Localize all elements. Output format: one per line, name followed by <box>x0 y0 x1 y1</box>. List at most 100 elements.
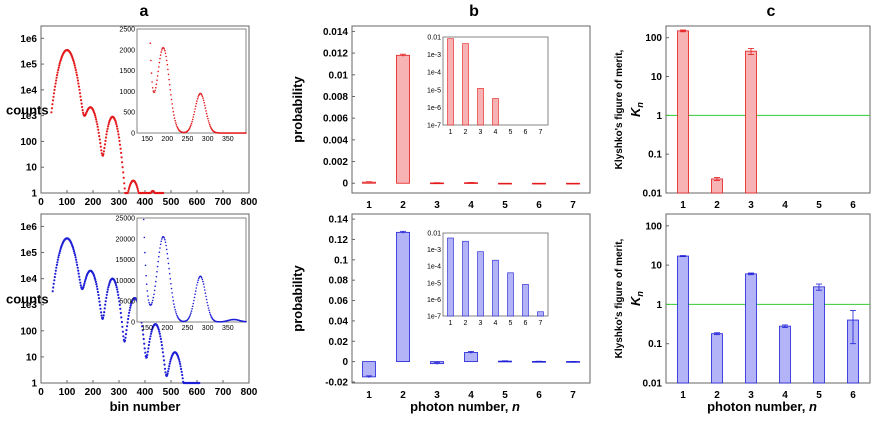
a_top-xtick-3: 300 <box>111 197 128 208</box>
a_top-inset-point <box>208 123 211 126</box>
a_bottom-inset-point <box>204 289 206 291</box>
a_top-inset-point <box>159 54 162 56</box>
a_top-point <box>127 187 130 190</box>
a_top-inset-point <box>204 107 207 109</box>
b_top-ytick-3: 0.006 <box>323 114 348 125</box>
a_bottom-ytick-1: 10 <box>26 352 38 363</box>
panel-letter-a: a <box>140 3 149 20</box>
a_bottom-point <box>126 321 129 324</box>
a_top-inset-point <box>206 115 208 117</box>
a_bottom-point <box>58 250 62 253</box>
a_top-inset-point <box>158 61 161 64</box>
a_top-inset-point <box>205 112 208 115</box>
a_bottom-point <box>128 309 131 312</box>
a_bottom-inset-point <box>193 296 196 299</box>
a_top-point <box>115 125 118 128</box>
b_top-inset-ytick-5: 0.01 <box>427 35 441 42</box>
a_bottom-point <box>141 325 144 328</box>
a_bottom-point <box>158 332 161 335</box>
a_bottom-inset-point <box>205 298 208 301</box>
a_bottom-point <box>97 297 101 300</box>
a_bottom-inset-point <box>189 314 192 316</box>
a_top-point <box>75 71 78 74</box>
a_top-point <box>123 182 126 185</box>
b_bottom-inset-bar-3 <box>477 251 484 317</box>
a_bottom-point <box>159 335 162 338</box>
a_bottom-xlabel: bin number <box>110 399 181 414</box>
a_bottom-point <box>162 359 166 362</box>
a_bottom-inset-point <box>161 238 163 240</box>
b_top-inset-xtick-4: 5 <box>509 129 513 136</box>
a_top-point <box>103 146 106 150</box>
a_bottom-inset-point <box>170 283 172 285</box>
a_top-inset-point <box>175 122 177 124</box>
a_bottom-inset-point <box>154 285 156 288</box>
a_top-point <box>74 66 77 69</box>
a_top-point <box>72 60 75 63</box>
a_bottom-inset-xtick-0: 150 <box>141 325 153 332</box>
a_bottom-inset-xtick-2: 250 <box>182 325 194 332</box>
a_bottom-point <box>159 337 162 340</box>
a_bottom-point <box>105 296 108 299</box>
a_top-point <box>97 131 100 134</box>
a_bottom-point <box>167 367 170 370</box>
b_bottom-inset-xtick-2: 3 <box>479 320 483 327</box>
b_top-inset-bar-4 <box>492 98 499 126</box>
a_bottom-inset-point <box>205 295 207 298</box>
a_top-inset-point <box>205 110 207 112</box>
a_top-inset-point <box>165 59 168 62</box>
c_top-xtick-4: 5 <box>816 200 822 211</box>
a_bottom-point <box>177 356 180 360</box>
c_bottom-xlabel: photon number, n <box>707 399 817 414</box>
a_top-inset-point <box>209 125 212 128</box>
a_bottom-point <box>83 282 86 285</box>
a_bottom-point <box>181 373 184 377</box>
b_bottom-inset-bar-6 <box>522 284 529 317</box>
a_top-point <box>100 152 103 155</box>
a_top-point <box>100 149 103 152</box>
a_bottom-point <box>83 280 86 283</box>
a_top-inset-point <box>193 111 196 113</box>
a_bottom-point <box>160 340 163 343</box>
b_top-xtick-5: 6 <box>536 200 542 211</box>
a_bottom-inset-point <box>158 251 161 253</box>
b_bottom-xtick-1: 2 <box>400 390 406 401</box>
a_bottom-point <box>77 269 80 272</box>
c_bottom-xtick-4: 5 <box>816 390 822 401</box>
a_bottom-point <box>104 300 107 303</box>
a_bottom-point <box>75 261 78 264</box>
a_top-inset-point <box>191 118 194 121</box>
a_bottom-point <box>169 358 172 361</box>
a_bottom-point <box>58 252 61 255</box>
a_top-point <box>73 62 76 65</box>
b_bottom-xtick-5: 6 <box>536 390 542 401</box>
b_bottom-xtick-6: 7 <box>570 390 576 401</box>
b_bottom-ytick-7: 0.12 <box>329 235 349 246</box>
a_top-point <box>55 79 58 82</box>
a_top-inset-point <box>196 100 198 102</box>
a_bottom-point <box>141 329 144 332</box>
a_top-point <box>117 136 121 139</box>
a_bottom-point <box>150 330 153 333</box>
a_bottom-inset-point <box>167 257 169 260</box>
a_top-point <box>99 145 102 148</box>
a_bottom-point <box>168 365 171 368</box>
b_top-bar-6 <box>532 182 546 185</box>
b_bottom-ytick-3: 0.04 <box>329 316 349 327</box>
a_top-inset-point <box>164 49 166 52</box>
a_top-inset-ytick-1: 500 <box>123 110 135 117</box>
b_top-xtick-3: 4 <box>468 200 474 211</box>
a_top-inset-xtick-3: 300 <box>202 136 214 143</box>
b_top-inset-xtick-6: 7 <box>539 129 543 136</box>
a_bottom-inset-point <box>194 293 196 296</box>
b_bottom-ytick-0: -0.02 <box>325 377 348 388</box>
a_top-point <box>116 130 120 133</box>
a_top-point <box>50 107 54 110</box>
a_bottom-point <box>143 347 146 350</box>
a_bottom-point <box>97 293 100 297</box>
b_top-xtick-2: 3 <box>434 200 440 211</box>
a_top-point <box>52 95 55 98</box>
c_bottom-ytick-3: 10 <box>651 261 663 272</box>
a_bottom-point <box>98 300 101 303</box>
